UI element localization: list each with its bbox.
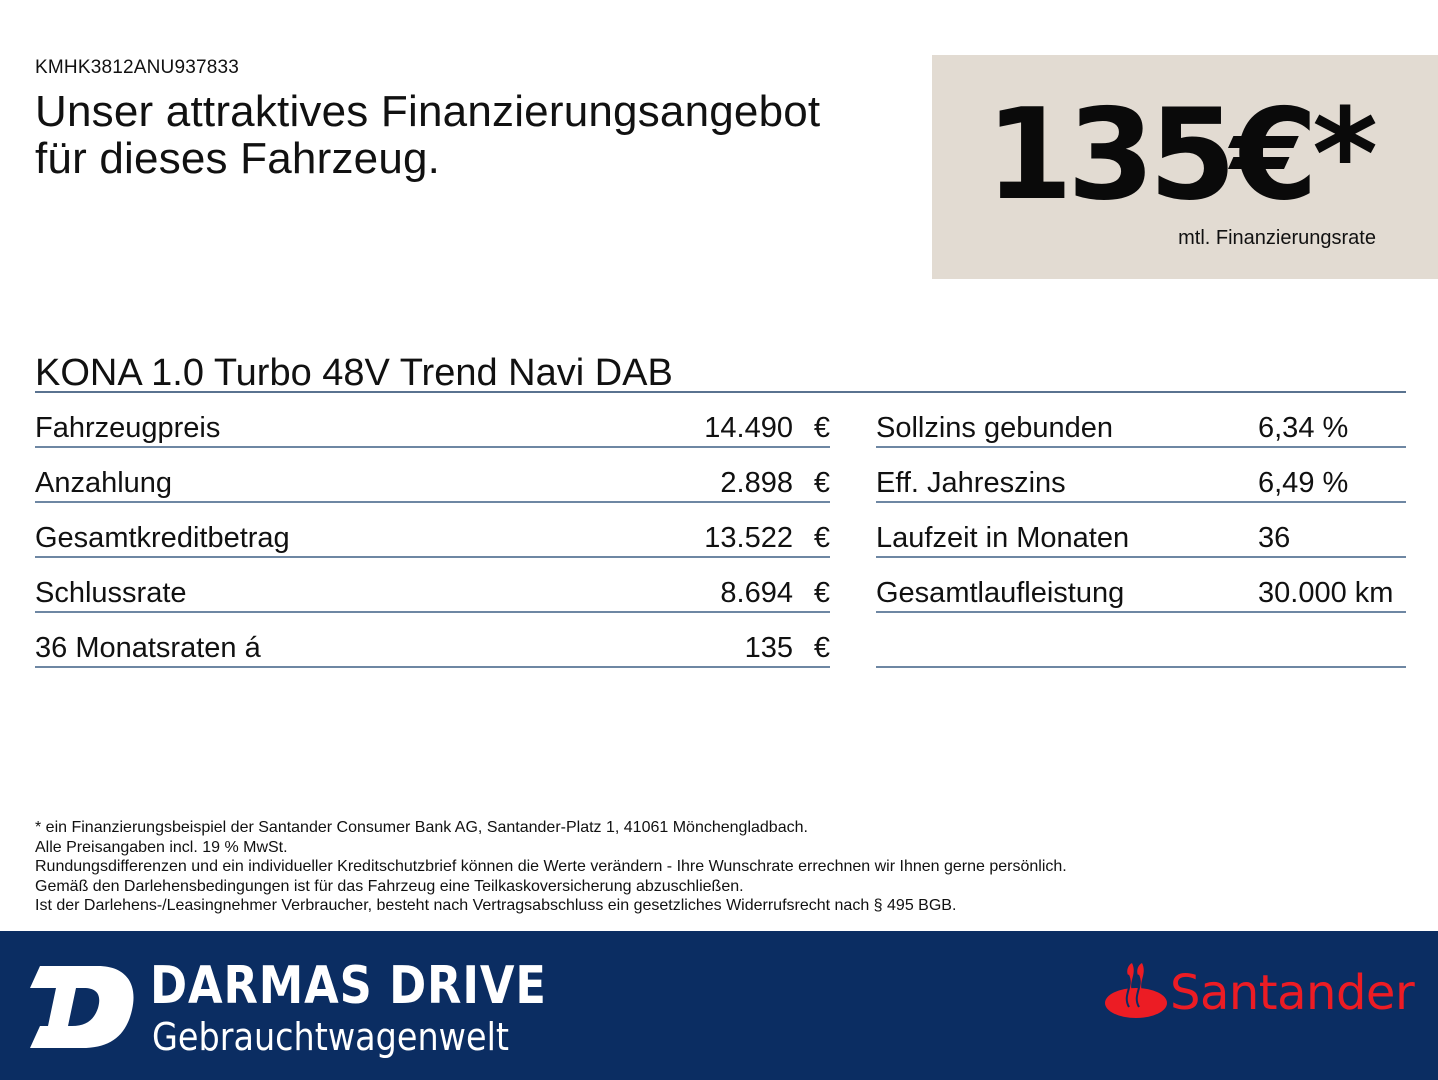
table-row-empty: [876, 613, 1406, 668]
row-divider: [876, 556, 1406, 558]
santander-flame-icon: [1105, 963, 1167, 1018]
row-label: Gesamtlaufleistung: [876, 577, 1125, 609]
model-divider: [35, 391, 1406, 393]
darmas-d-logo-icon: [30, 966, 134, 1048]
page-headline: Unser attraktives Finanzierungsangebot f…: [35, 88, 820, 182]
row-label: Eff. Jahreszins: [876, 467, 1066, 499]
row-value: 135: [744, 632, 793, 664]
footnote-line: Rundungsdifferenzen und ein individuelle…: [35, 858, 1067, 875]
headline-line-2: für dieses Fahrzeug.: [35, 134, 441, 183]
row-divider: [876, 666, 1406, 668]
row-label: Fahrzeugpreis: [35, 412, 221, 444]
footnote-line: * ein Finanzierungsbeispiel der Santande…: [35, 819, 808, 836]
row-label: 36 Monatsraten á: [35, 632, 261, 664]
row-label: Sollzins gebunden: [876, 412, 1114, 444]
row-divider: [876, 611, 1406, 613]
row-divider: [35, 666, 830, 668]
row-unit: €: [813, 467, 830, 499]
table-row-gesamtkreditbetrag: Gesamtkreditbetrag 13.522 €: [35, 503, 830, 558]
row-value: 13.522: [704, 522, 793, 554]
row-unit: €: [813, 632, 830, 664]
row-divider: [35, 611, 830, 613]
row-divider: [35, 556, 830, 558]
brand-name: DARMAS DRIVE: [150, 956, 547, 1016]
row-divider: [876, 501, 1406, 503]
monthly-rate-box: 135€* mtl. Finanzierungsrate: [932, 55, 1438, 279]
row-value: 2.898: [720, 467, 793, 499]
footnote-line: Gemäß den Darlehensbedingungen ist für d…: [35, 877, 744, 895]
row-value: 30.000 km: [1258, 577, 1394, 609]
table-row-monatsraten: 36 Monatsraten á 135 €: [35, 613, 830, 668]
brand-subtitle: Gebrauchtwagenwelt: [152, 1015, 510, 1059]
row-value: 6,49 %: [1258, 467, 1349, 499]
table-row-laufzeit: Laufzeit in Monaten 36: [876, 503, 1406, 558]
row-divider: [876, 446, 1406, 448]
row-value: 36: [1258, 522, 1291, 554]
partner-name: Santander: [1170, 965, 1415, 1021]
footnote-line: Ist der Darlehens-/Leasingnehmer Verbrau…: [35, 897, 957, 914]
row-label: Gesamtkreditbetrag: [35, 522, 290, 554]
santander-logo: Santander: [1104, 961, 1415, 1027]
row-label: Laufzeit in Monaten: [876, 522, 1130, 554]
headline-line-1: Unser attraktives Finanzierungsangebot: [35, 87, 821, 136]
row-value: 14.490: [704, 412, 793, 444]
row-value: 6,34 %: [1258, 412, 1349, 444]
monthly-rate-caption: mtl. Finanzierungsrate: [1178, 227, 1376, 249]
table-row-sollzins: Sollzins gebunden 6,34 %: [876, 393, 1406, 448]
table-row-fahrzeugpreis: Fahrzeugpreis 14.490 €: [35, 393, 830, 448]
monthly-rate-amount: 135€*: [985, 81, 1378, 228]
row-unit: €: [813, 522, 830, 554]
footnote-line: Alle Preisangaben incl. 19 % MwSt.: [35, 838, 288, 856]
table-row-schlussrate: Schlussrate 8.694 €: [35, 558, 830, 613]
row-label: Anzahlung: [35, 467, 173, 499]
vehicle-model-title: KONA 1.0 Turbo 48V Trend Navi DAB: [35, 352, 673, 394]
legal-footnotes: * ein Finanzierungsbeispiel der Santande…: [35, 818, 1067, 916]
table-row-eff-jahreszins: Eff. Jahreszins 6,49 %: [876, 448, 1406, 503]
footer-banner: DARMAS DRIVE Gebrauchtwagenwelt Santande…: [0, 931, 1438, 1080]
row-label: Schlussrate: [35, 577, 187, 609]
row-divider: [35, 446, 830, 448]
row-value: 8.694: [720, 577, 793, 609]
row-unit: €: [813, 577, 830, 609]
row-divider: [35, 501, 830, 503]
table-row-anzahlung: Anzahlung 2.898 €: [35, 448, 830, 503]
table-row-gesamtlaufleistung: Gesamtlaufleistung 30.000 km: [876, 558, 1406, 613]
vin-number: KMHK3812ANU937833: [35, 57, 240, 78]
row-unit: €: [813, 412, 830, 444]
